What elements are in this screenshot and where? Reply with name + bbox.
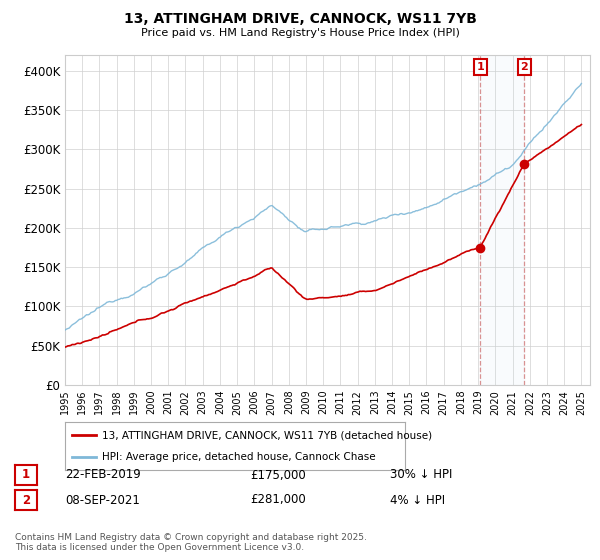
Text: 2: 2 [22, 493, 30, 506]
Text: £175,000: £175,000 [250, 469, 306, 482]
Text: 2: 2 [521, 62, 528, 72]
Text: 4% ↓ HPI: 4% ↓ HPI [390, 493, 445, 506]
Bar [481, 55, 524, 385]
Text: Price paid vs. HM Land Registry's House Price Index (HPI): Price paid vs. HM Land Registry's House … [140, 28, 460, 38]
Text: 30% ↓ HPI: 30% ↓ HPI [390, 469, 452, 482]
Text: 1: 1 [476, 62, 484, 72]
Text: 22-FEB-2019: 22-FEB-2019 [65, 469, 141, 482]
Text: 1: 1 [22, 469, 30, 482]
Text: 13, ATTINGHAM DRIVE, CANNOCK, WS11 7YB: 13, ATTINGHAM DRIVE, CANNOCK, WS11 7YB [124, 12, 476, 26]
Text: Contains HM Land Registry data © Crown copyright and database right 2025.
This d: Contains HM Land Registry data © Crown c… [15, 533, 367, 552]
Text: 08-SEP-2021: 08-SEP-2021 [65, 493, 140, 506]
Text: HPI: Average price, detached house, Cannock Chase: HPI: Average price, detached house, Cann… [103, 451, 376, 461]
Text: £281,000: £281,000 [250, 493, 306, 506]
Text: 13, ATTINGHAM DRIVE, CANNOCK, WS11 7YB (detached house): 13, ATTINGHAM DRIVE, CANNOCK, WS11 7YB (… [103, 431, 433, 440]
